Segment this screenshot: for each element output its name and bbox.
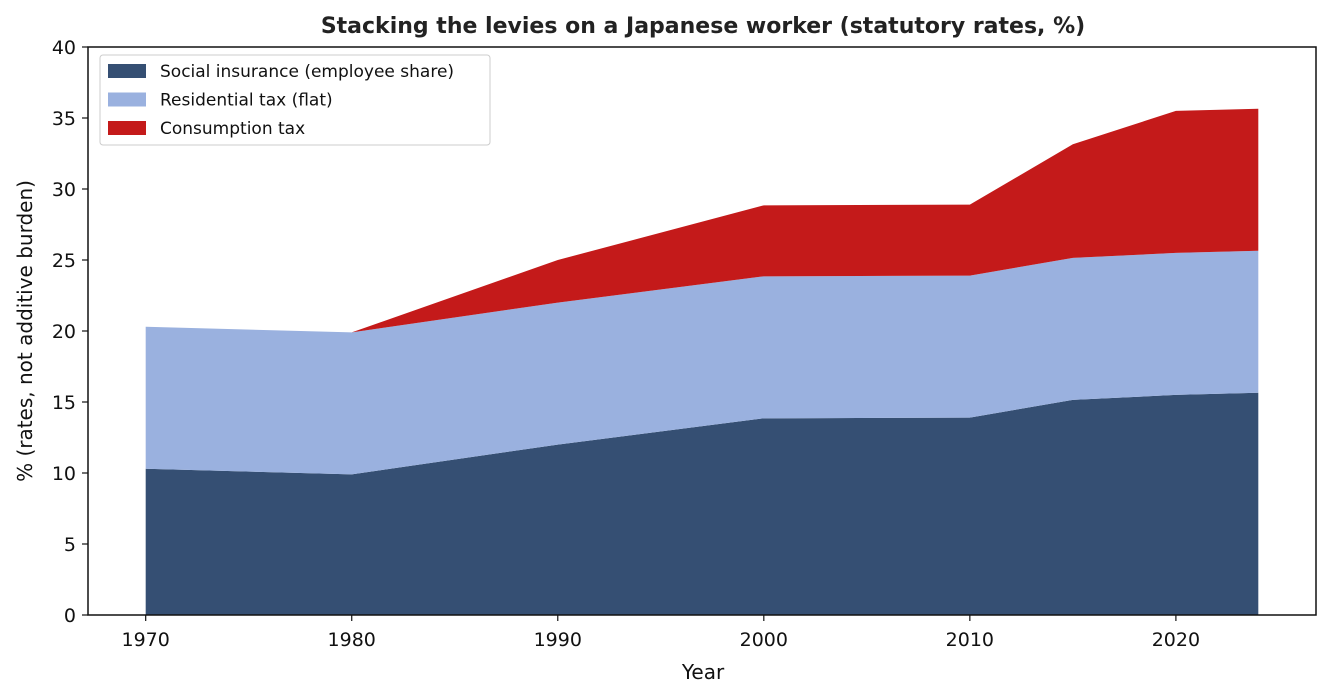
legend-label-social-insurance-employee-share: Social insurance (employee share) [160, 62, 454, 82]
legend-swatch-social-insurance-employee-share [108, 64, 146, 78]
y-tick-label: 25 [52, 250, 76, 272]
y-tick-label: 5 [64, 534, 76, 556]
y-tick-label: 15 [52, 392, 76, 414]
y-tick-label: 30 [52, 179, 76, 201]
area-social-insurance-employee-share [145, 392, 1259, 615]
x-tick-label: 1990 [534, 629, 582, 651]
chart-title: Stacking the levies on a Japanese worker… [321, 14, 1085, 39]
y-tick-label: 0 [64, 605, 76, 627]
x-tick-label: 2020 [1152, 629, 1200, 651]
y-tick-label: 20 [52, 321, 76, 343]
legend-label-consumption-tax: Consumption tax [160, 119, 305, 139]
legend: Social insurance (employee share) Residen… [99, 54, 491, 146]
legend-box [99, 54, 491, 146]
x-tick-label: 2000 [740, 629, 788, 651]
area-layers [145, 108, 1259, 615]
y-tick-label: 35 [52, 108, 76, 130]
legend-swatch-residential-tax-flat [108, 92, 146, 107]
y-axis: 0 5 10 15 20 25 30 35 40 [52, 37, 88, 627]
x-tick-label: 2010 [946, 629, 994, 651]
y-axis-label: % (rates, not additive burden) [13, 180, 37, 482]
area-consumption-tax [145, 108, 1259, 333]
x-tick-label: 1970 [122, 629, 170, 651]
legend-label-residential-tax-flat: Residential tax (flat) [160, 91, 333, 111]
legend-swatch-consumption-tax [108, 121, 146, 135]
y-tick-label: 40 [52, 37, 76, 59]
x-tick-label: 1980 [328, 629, 376, 651]
y-tick-label: 10 [52, 463, 76, 485]
x-axis: 1970 1980 1990 2000 2010 2020 [122, 615, 1200, 651]
x-axis-label: Year [681, 660, 725, 684]
area-residential-tax-flat [145, 250, 1259, 475]
